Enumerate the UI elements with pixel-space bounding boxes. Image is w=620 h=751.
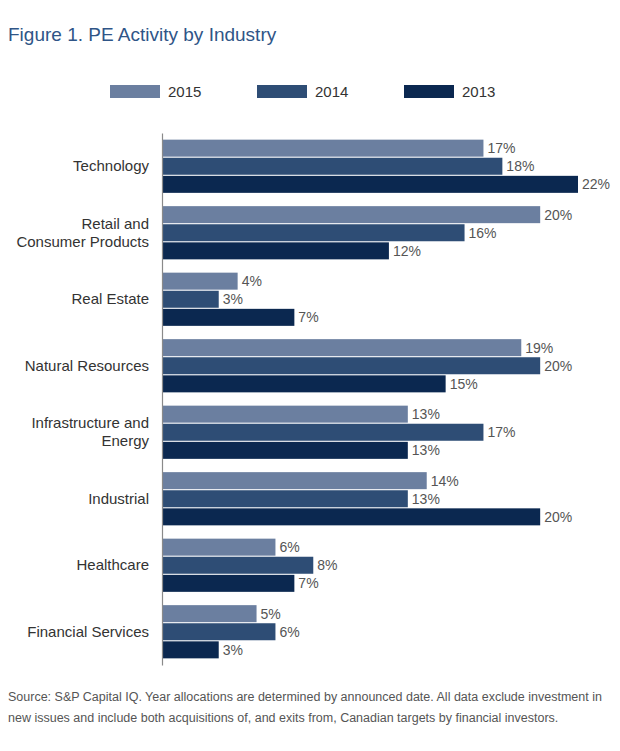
tick: Technology <box>73 157 162 174</box>
data-label: 5% <box>261 606 281 622</box>
bar <box>162 539 275 556</box>
bars <box>162 140 578 659</box>
legend-swatch <box>404 85 454 98</box>
source-note: Source: S&P Capital IQ. Year allocations… <box>8 690 602 725</box>
data-label: 4% <box>242 273 262 289</box>
tick: Infrastructure andEnergy <box>31 414 162 449</box>
bar <box>162 508 540 525</box>
tick-label: Real Estate <box>71 290 149 307</box>
legend-label: 2014 <box>315 83 348 100</box>
tick: Financial Services <box>27 623 162 640</box>
legend-swatch <box>110 85 160 98</box>
data-label: 6% <box>279 624 299 640</box>
data-label: 20% <box>544 358 572 374</box>
tick-label-line: Retail and <box>81 215 149 232</box>
chart: Figure 1. PE Activity by Industry2015201… <box>0 0 620 751</box>
data-labels: 17% 20% 4% 19% 13% 14% 6% 5% 18% 16% 3% 20% 17% 13% 8%… <box>223 140 610 658</box>
data-label: 18% <box>506 158 534 174</box>
data-label: 3% <box>223 291 243 307</box>
tick-label: Natural Resources <box>25 357 149 374</box>
tick: Natural Resources <box>25 357 162 374</box>
bar <box>162 575 294 592</box>
bar <box>162 490 408 507</box>
data-label: 19% <box>525 340 553 356</box>
axis-line <box>162 134 163 666</box>
bar <box>162 224 465 241</box>
y-axis: Technology Retail andConsumer Products Rea… <box>16 134 162 666</box>
bar <box>162 273 238 290</box>
bar <box>162 442 408 459</box>
bar <box>162 206 540 223</box>
source-line: new issues and include both acquisitions… <box>8 711 558 725</box>
legend-label: 2013 <box>462 83 495 100</box>
bar <box>162 176 578 193</box>
bar <box>162 291 219 308</box>
data-label: 20% <box>544 509 572 525</box>
tick-label-line: Energy <box>101 432 149 449</box>
bar <box>162 424 483 441</box>
data-label: 13% <box>412 406 440 422</box>
bar <box>162 641 219 658</box>
data-label: 6% <box>279 539 299 555</box>
source-line: Source: S&P Capital IQ. Year allocations… <box>8 690 602 704</box>
data-label: 22% <box>582 176 610 192</box>
tick-label: Technology <box>73 157 149 174</box>
tick-label: Healthcare <box>76 556 149 573</box>
tick-label: Retail andConsumer Products <box>16 215 149 250</box>
tick: Retail andConsumer Products <box>16 215 162 250</box>
data-label: 3% <box>223 642 243 658</box>
data-label: 14% <box>431 473 459 489</box>
data-label: 12% <box>393 243 421 259</box>
data-label: 15% <box>450 376 478 392</box>
bar <box>162 472 427 489</box>
bar <box>162 623 275 640</box>
data-label: 16% <box>469 225 497 241</box>
data-label: 17% <box>487 140 515 156</box>
tick: Industrial <box>88 490 162 507</box>
tick-label-line: Consumer Products <box>16 233 149 250</box>
bar <box>162 406 408 423</box>
bar <box>162 140 483 157</box>
data-label: 17% <box>487 424 515 440</box>
tick-label-line: Infrastructure and <box>31 414 149 431</box>
legend: 2015 2014 2013 <box>110 83 495 100</box>
tick-label: Financial Services <box>27 623 149 640</box>
tick: Healthcare <box>76 556 162 573</box>
legend-swatch <box>257 85 307 98</box>
data-label: 13% <box>412 442 440 458</box>
data-label: 8% <box>317 557 337 573</box>
tick: Real Estate <box>71 290 162 307</box>
data-label: 7% <box>298 575 318 591</box>
bar <box>162 605 257 622</box>
data-label: 7% <box>298 309 318 325</box>
bar <box>162 357 540 374</box>
title: Figure 1. PE Activity by Industry <box>8 24 277 45</box>
tick-label: Infrastructure andEnergy <box>31 414 149 449</box>
bar <box>162 242 389 259</box>
bar <box>162 339 521 356</box>
tick-label: Industrial <box>88 490 149 507</box>
bar <box>162 557 313 574</box>
data-label: 20% <box>544 207 572 223</box>
legend-label: 2015 <box>168 83 201 100</box>
bar <box>162 309 294 326</box>
data-label: 13% <box>412 491 440 507</box>
bar <box>162 375 446 392</box>
bar <box>162 158 502 175</box>
